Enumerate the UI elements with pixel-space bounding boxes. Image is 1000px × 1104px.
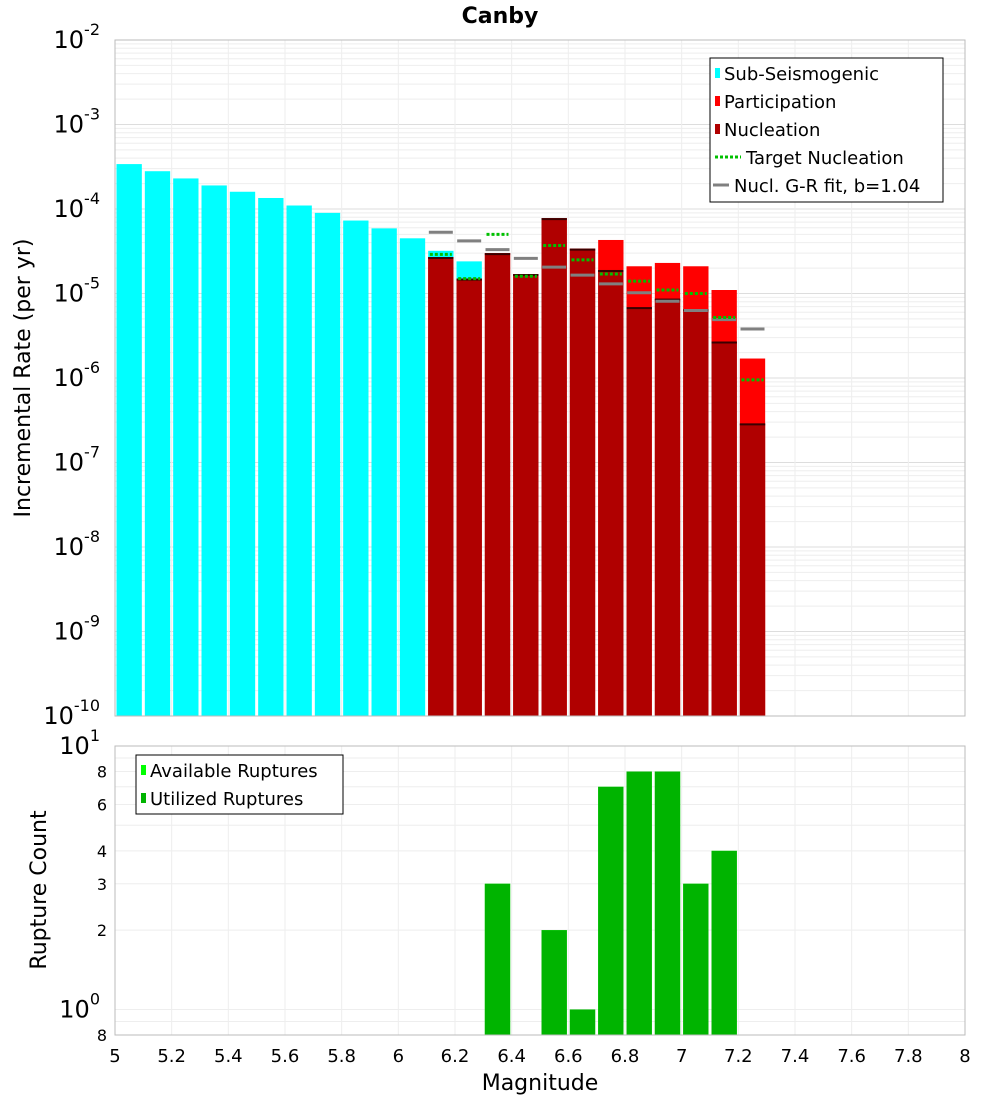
sub-seismogenic-bar: [286, 205, 312, 716]
nucleation-bar: [626, 307, 652, 716]
bottom-y-tick-labels: 8 2 3 4 6 8 100 101: [59, 726, 107, 1045]
nucleation-bar: [541, 218, 567, 716]
top-gridlines: [114, 40, 966, 716]
nucleation-bar: [683, 309, 709, 716]
top-plot-marks: [428, 218, 766, 426]
legend-label: Utilized Ruptures: [150, 789, 303, 810]
top-y-tick-label: 10-3: [54, 105, 101, 139]
x-axis-label: Magnitude: [482, 1071, 599, 1096]
nucleation-bar: [569, 248, 596, 716]
x-tick-label: 6.6: [554, 1046, 583, 1067]
nucleation-bar: [513, 274, 539, 716]
sub-seismogenic-bar: [144, 171, 171, 716]
utilized-ruptures-bar: [541, 930, 567, 1035]
x-tick-label: 7.8: [894, 1046, 923, 1067]
x-tick-label: 7.4: [781, 1046, 810, 1067]
bottom-y-tick-label: 4: [97, 842, 107, 861]
x-tick-label: 5: [109, 1046, 120, 1067]
legend-label: Available Ruptures: [150, 761, 318, 782]
utilized-ruptures-bar: [683, 883, 709, 1035]
utilized-ruptures-bar: [569, 1009, 596, 1035]
legend-label: Sub-Seismogenic: [724, 64, 879, 85]
sub-seismogenic-bar: [371, 228, 397, 716]
x-tick-labels: 5 5.2 5.4 5.6 5.8 6 6.2 6.4 6.6 6.8 7 7.2 7.4 7.6 7.8 8: [109, 1046, 970, 1067]
x-tick-label: 7.6: [837, 1046, 866, 1067]
sub-seismogenic-bar: [201, 185, 227, 717]
top-y-tick-label: 10-8: [54, 527, 101, 561]
top-plot-frame: [114, 39, 966, 717]
sub-seismogenic-bar: [173, 178, 199, 717]
bottom-y-tick-label: 8: [97, 763, 107, 782]
x-tick-label: 5.2: [157, 1046, 186, 1067]
top-y-tick-label: 10-4: [54, 189, 101, 223]
utilized-ruptures-bar: [626, 771, 652, 1035]
bottom-y-tick-label: 2: [97, 921, 107, 940]
sub-seismogenic-bar: [229, 191, 256, 717]
legend-label: Target Nucleation: [745, 148, 904, 169]
x-tick-label: 8: [959, 1046, 970, 1067]
x-tick-label: 6.4: [497, 1046, 526, 1067]
bottom-y-tick-label: 3: [97, 875, 107, 894]
x-tick-label: 7: [676, 1046, 687, 1067]
nucleation-bar: [739, 423, 766, 716]
top-y-tick-label: 10-9: [54, 612, 101, 646]
bottom-y-tick-label: 6: [97, 795, 107, 814]
chart-title: Canby: [462, 4, 539, 29]
bottom-legend-box: [135, 754, 344, 815]
utilized-ruptures-bar: [711, 850, 737, 1035]
x-tick-label: 5.8: [327, 1046, 356, 1067]
x-tick-label: 5.4: [214, 1046, 243, 1067]
nucleation-bar: [428, 257, 454, 716]
top-y-tick-label: 10-6: [54, 358, 101, 392]
bottom-plot-bars: [484, 771, 737, 1035]
x-tick-label: 6.2: [441, 1046, 470, 1067]
top-y-tick-labels: 10-10 10-9 10-8 10-7 10-6 10-5 10-4 10-3 10-2: [43, 20, 100, 730]
top-legend: Sub-Seismogenic Participation Nucleation Ta…: [709, 57, 944, 203]
nucleation-bar: [654, 298, 681, 716]
top-plot-bars: [116, 164, 766, 717]
x-tick-label: 5.6: [271, 1046, 300, 1067]
bottom-plot-frame: [114, 745, 966, 1036]
sub-seismogenic-bar: [314, 212, 341, 716]
legend-swatch: [715, 96, 720, 106]
x-tick-label: 6.8: [611, 1046, 640, 1067]
legend-label: Participation: [724, 92, 836, 113]
x-tick-label: 7.2: [724, 1046, 753, 1067]
utilized-ruptures-bar: [598, 786, 624, 1035]
top-y-tick-label: 10-5: [54, 274, 101, 308]
sub-seismogenic-bar: [399, 238, 426, 717]
sub-seismogenic-bar: [343, 220, 369, 716]
sub-seismogenic-bar: [258, 197, 284, 716]
bottom-y-decade-label: 100: [59, 989, 100, 1023]
legend-label: Nucl. G-R fit, b=1.04: [734, 176, 920, 197]
legend-swatch: [715, 124, 720, 134]
utilized-ruptures-bar: [484, 883, 511, 1035]
top-legend-box: [709, 57, 944, 203]
bottom-y-decade-label: 101: [59, 726, 100, 760]
nucleation-bar: [484, 253, 511, 716]
nucleation-bar: [598, 269, 624, 716]
nucleation-bar: [711, 341, 737, 716]
top-y-tick-label: 10-2: [54, 20, 101, 54]
x-tick-label: 6: [393, 1046, 404, 1067]
top-y-tick-label: 10-10: [43, 696, 100, 730]
legend-swatch: [141, 765, 146, 775]
nucleation-bar: [456, 278, 482, 716]
legend-swatch: [715, 68, 720, 78]
bottom-y-axis-label: Rupture Count: [27, 810, 52, 970]
utilized-ruptures-bar: [654, 771, 681, 1035]
bottom-y-tick-label: 8: [97, 1026, 107, 1045]
top-y-axis-label: Incremental Rate (per yr): [11, 239, 36, 518]
legend-swatch: [141, 793, 146, 803]
bottom-legend: Available Ruptures Utilized Ruptures: [135, 754, 344, 815]
legend-label: Nucleation: [724, 120, 820, 141]
top-y-tick-label: 10-7: [54, 443, 101, 477]
sub-seismogenic-bar: [116, 164, 142, 716]
